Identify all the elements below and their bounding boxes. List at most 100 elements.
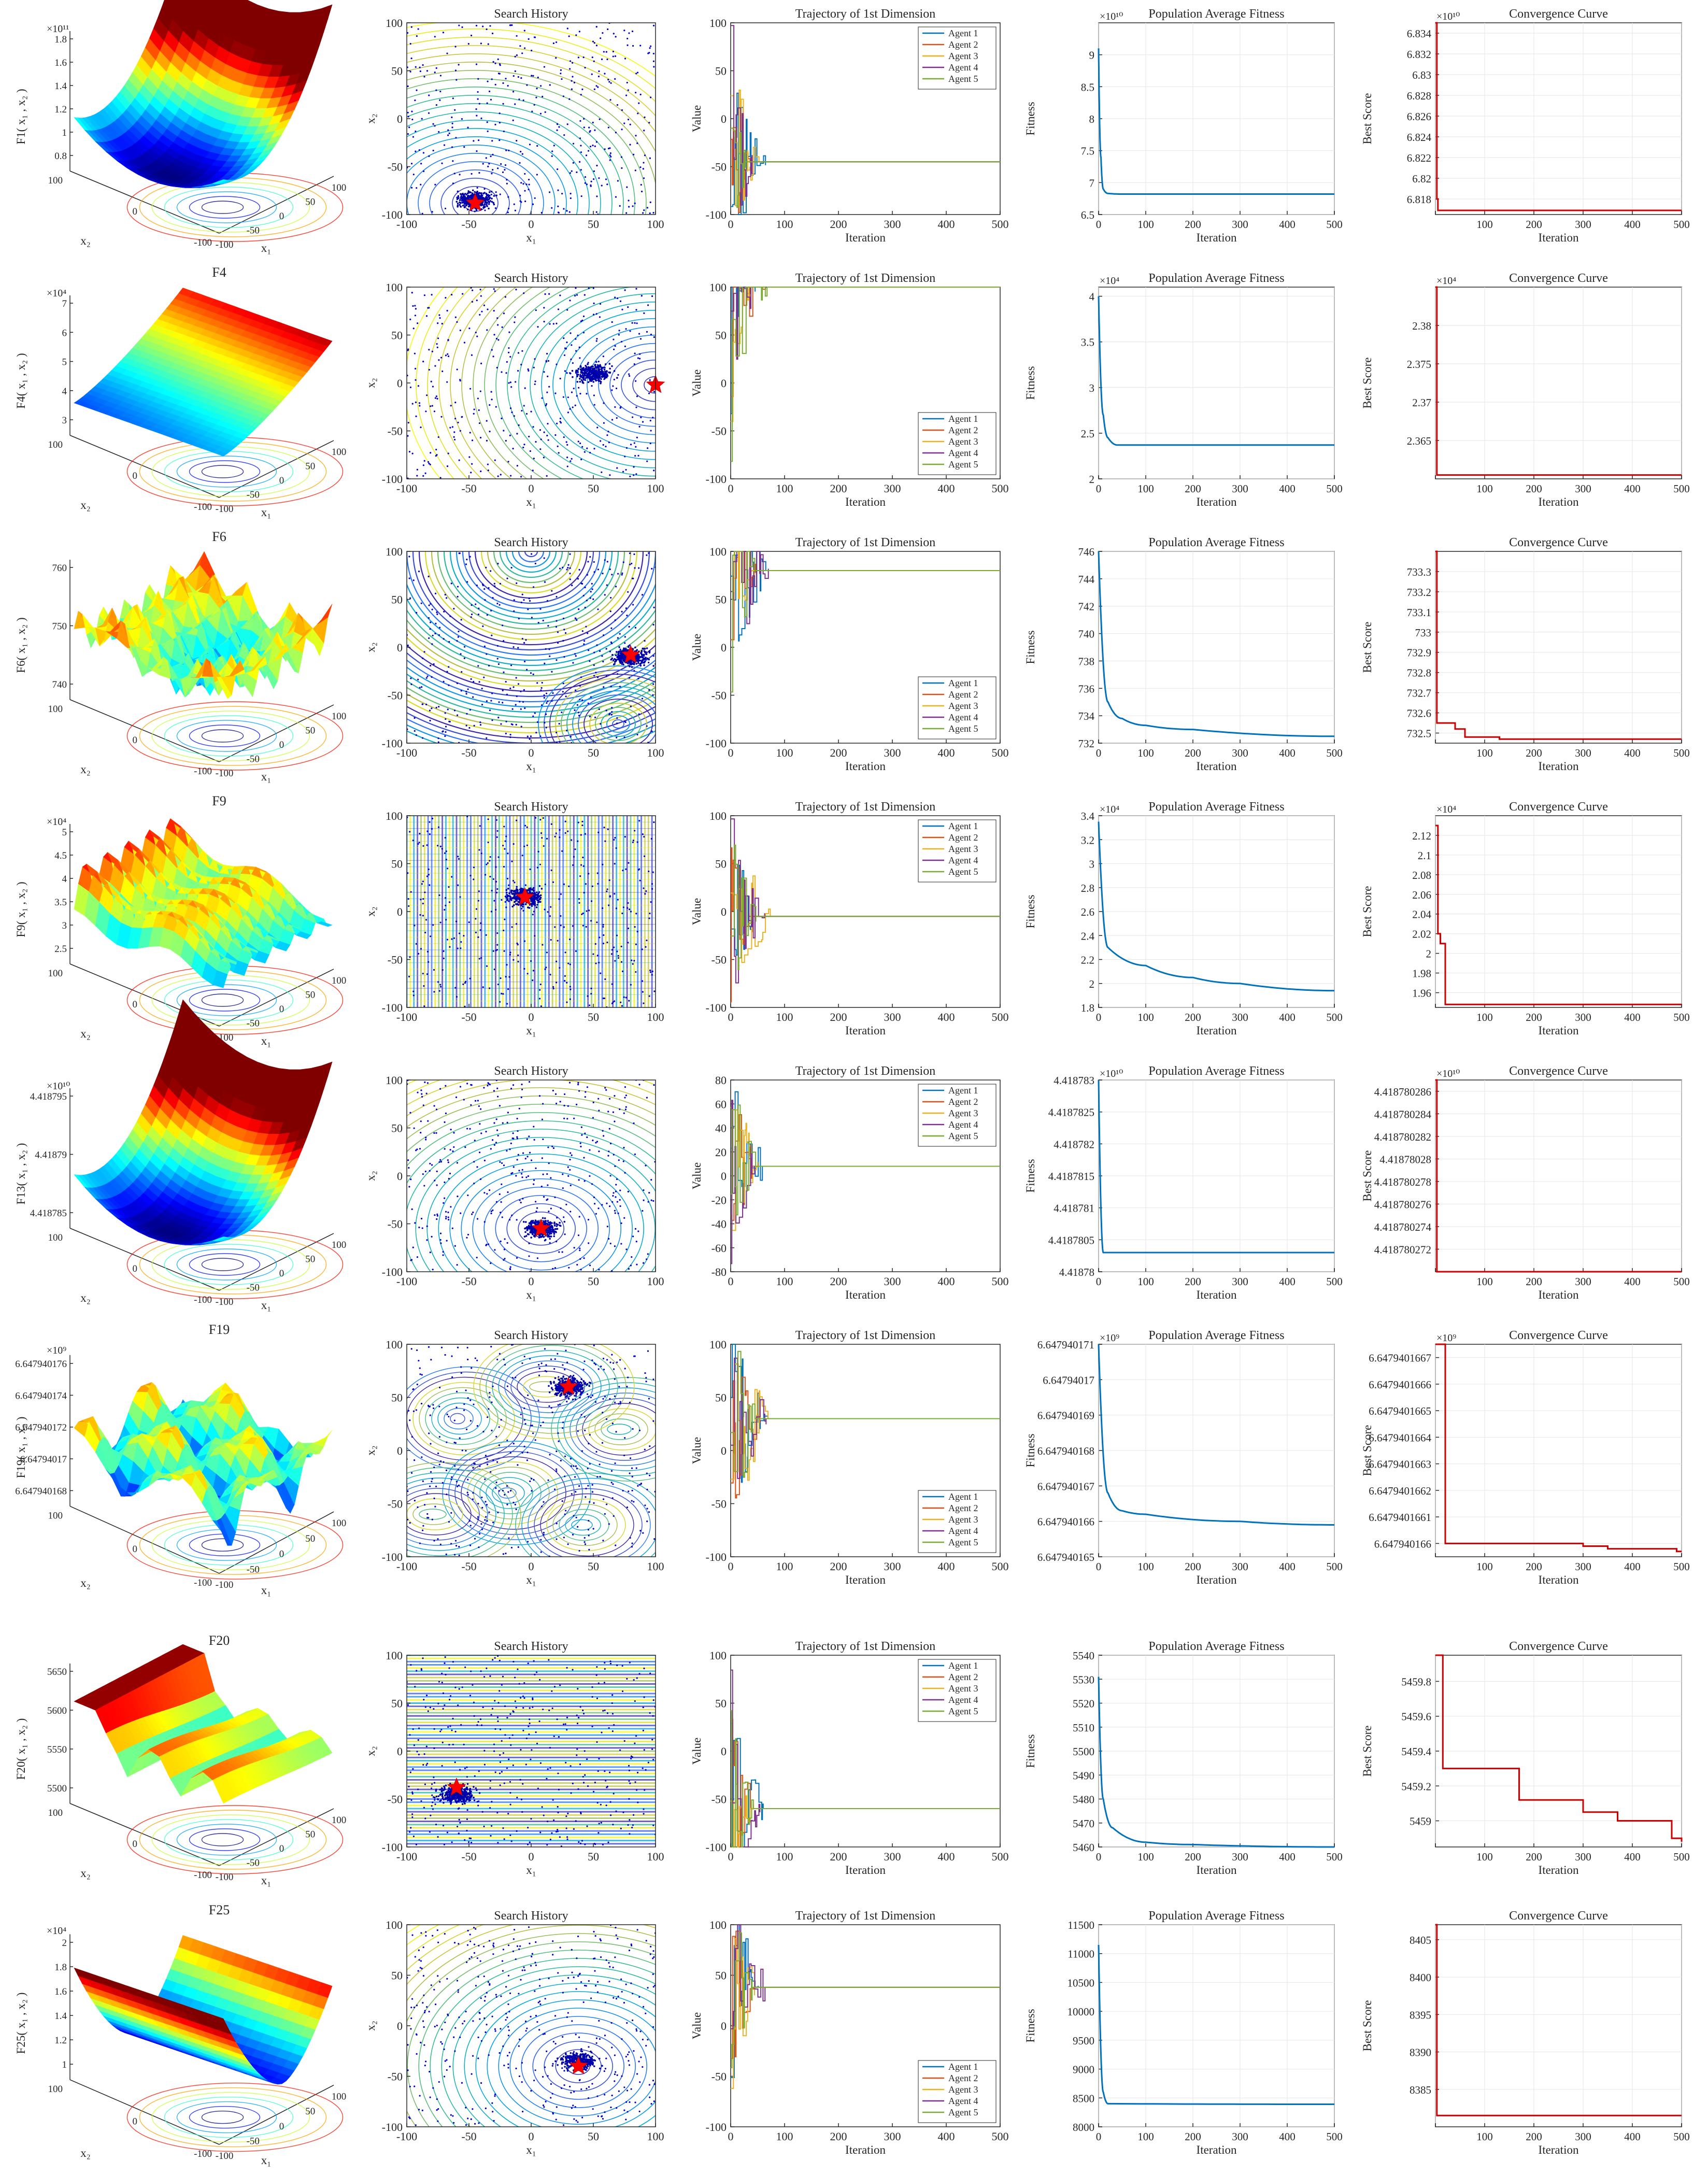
search-point — [603, 422, 605, 424]
contour-line — [407, 153, 544, 215]
search-point — [583, 374, 586, 376]
search-point — [652, 665, 654, 667]
search-point — [501, 326, 503, 328]
search-point — [461, 26, 463, 29]
search-point — [601, 184, 603, 187]
search-point — [502, 845, 504, 847]
search-point — [531, 110, 533, 112]
contour-line — [612, 719, 624, 729]
y-tick-label: 2.375 — [1407, 358, 1431, 371]
search-point — [653, 606, 655, 608]
search-point — [488, 194, 491, 197]
search-point — [614, 836, 616, 839]
contour-line — [407, 628, 656, 682]
search-point — [425, 919, 428, 921]
search-point — [570, 988, 572, 990]
search-point — [418, 842, 420, 844]
search-point — [604, 840, 606, 842]
search-point — [481, 197, 483, 200]
contour-line — [493, 551, 570, 584]
x-tick-label: 300 — [884, 482, 901, 495]
search-point — [511, 708, 514, 710]
search-point — [528, 189, 530, 191]
search-point — [653, 391, 656, 393]
search-point — [525, 639, 527, 641]
search-point — [516, 139, 518, 142]
search-point — [581, 376, 583, 379]
y-tick-label: 0 — [721, 641, 727, 654]
search-point — [608, 441, 610, 444]
contour-line — [474, 551, 588, 599]
search-point — [419, 833, 421, 835]
search-point — [445, 718, 447, 720]
search-point — [480, 197, 482, 200]
search-point — [560, 422, 562, 424]
search-point — [467, 688, 469, 690]
search-point — [582, 377, 585, 379]
search-point — [649, 47, 651, 49]
search-point — [458, 552, 460, 555]
search-point — [616, 673, 619, 675]
search-point — [534, 712, 536, 714]
search-point — [624, 655, 627, 658]
x-tick-label: 100 — [332, 447, 347, 458]
floor-contour — [164, 451, 294, 492]
search-point — [416, 468, 418, 471]
chart-title: F9 — [212, 793, 226, 808]
surface-facet — [317, 337, 333, 347]
x-tick-label: 0 — [728, 746, 734, 759]
search-point — [445, 597, 448, 599]
search-point — [637, 454, 639, 457]
search-point — [529, 600, 531, 602]
search-point — [556, 129, 558, 131]
search-point — [624, 836, 626, 838]
search-point — [473, 866, 475, 869]
search-point — [510, 386, 513, 388]
search-point — [652, 694, 654, 696]
search-point — [446, 381, 448, 383]
search-point — [578, 902, 580, 904]
search-point — [533, 911, 535, 913]
y-axis-label: x₂ — [364, 113, 377, 124]
search-point — [485, 196, 487, 198]
search-point — [420, 426, 422, 429]
search-point — [571, 88, 573, 90]
search-point — [620, 945, 622, 947]
search-point — [592, 40, 594, 42]
search-point — [572, 864, 574, 866]
search-point — [547, 360, 549, 362]
axis-exponent: ×10⁴ — [47, 816, 66, 828]
y-axis-label: x₂ — [80, 234, 91, 247]
search-point — [635, 92, 637, 94]
search-point — [517, 954, 519, 957]
search-point — [492, 61, 494, 63]
search-point — [641, 661, 643, 664]
search-point — [458, 858, 460, 860]
search-point — [616, 417, 618, 419]
x-tick-label: 0 — [279, 211, 284, 222]
chart-title: Population Average Fitness — [1148, 7, 1284, 21]
search-point — [422, 973, 424, 975]
search-point — [556, 620, 558, 622]
search-point — [648, 651, 651, 654]
search-point — [463, 146, 465, 148]
search-point — [614, 406, 616, 408]
search-point — [422, 880, 424, 883]
floor-contour — [189, 989, 261, 1012]
search-point — [542, 619, 544, 621]
search-point — [642, 647, 644, 650]
search-point — [545, 692, 548, 694]
x-axis-line — [219, 176, 334, 234]
search-point — [535, 309, 537, 311]
search-point — [410, 677, 412, 679]
search-point — [505, 149, 507, 151]
search-point — [439, 477, 442, 479]
search-point — [625, 328, 627, 330]
search-point — [520, 690, 522, 692]
z-tick-label: 740 — [52, 679, 67, 690]
search-point — [544, 722, 546, 724]
search-point — [446, 309, 448, 312]
x-tick-label: 0 — [279, 740, 284, 750]
search-point — [552, 988, 554, 990]
search-point — [629, 475, 631, 477]
